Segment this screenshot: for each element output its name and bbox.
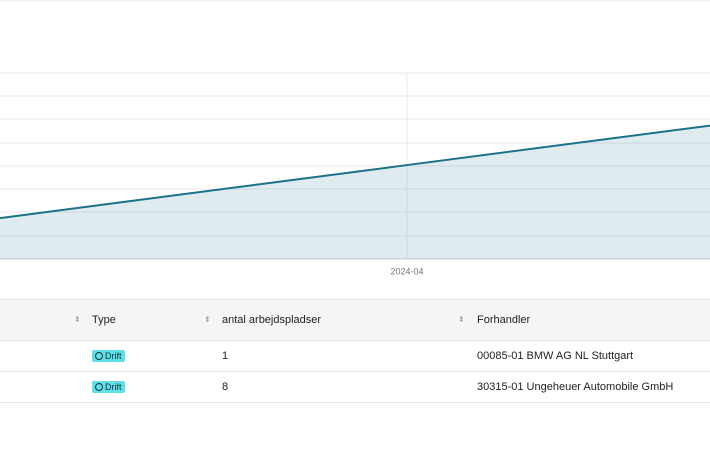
tag: Drift xyxy=(92,381,125,393)
table-row[interactable]: Drift 1 00085-01 BMW AG NL Stuttgart xyxy=(0,341,710,372)
sort-icon[interactable]: ⬍ xyxy=(74,315,81,324)
grid xyxy=(0,72,710,237)
tag: Drift xyxy=(92,350,125,362)
chart: 2024-04 xyxy=(0,0,710,276)
tag-text: Drift xyxy=(105,351,122,361)
dealer-cell: 30315-01 Ungeheuer Automobile GmbH xyxy=(477,381,674,393)
sort-icon[interactable]: ⬍ xyxy=(458,315,465,324)
tag-text: Drift xyxy=(105,382,122,392)
dealer-cell: 00085-01 BMW AG NL Stuttgart xyxy=(477,350,634,362)
area xyxy=(0,125,710,259)
count-cell: 8 xyxy=(222,381,229,393)
table-header: ⬍ Type ⬍ antal arbejdspladser ⬍ Forhandl… xyxy=(0,299,710,341)
column-header[interactable]: antal arbejdspladser xyxy=(222,314,322,326)
table-row[interactable]: Drift 8 30315-01 Ungeheuer Automobile Gm… xyxy=(0,372,710,403)
line xyxy=(0,124,710,220)
type-cell: Drift xyxy=(92,372,125,402)
column-header[interactable]: Forhandler xyxy=(477,314,531,326)
sort-icon[interactable]: ⬍ xyxy=(204,315,211,324)
column-header[interactable]: Type xyxy=(92,314,116,326)
x-tick-label: 2024-04 xyxy=(390,266,423,276)
type-cell: Drift xyxy=(92,341,125,371)
table: ⬍ Type ⬍ antal arbejdspladser ⬍ Forhandl… xyxy=(0,299,710,403)
count-cell: 1 xyxy=(222,350,229,362)
